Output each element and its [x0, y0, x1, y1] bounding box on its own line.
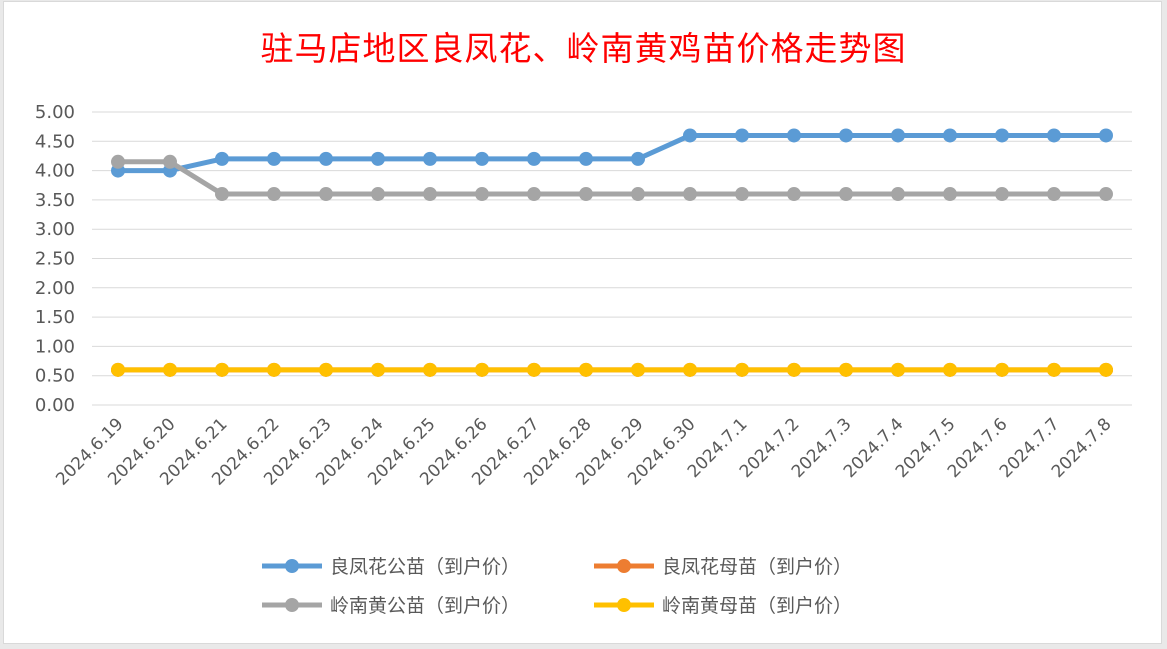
data-point [735, 362, 749, 377]
data-point [943, 128, 957, 143]
data-point [735, 128, 749, 143]
y-tick-label: 5.00 [35, 102, 75, 123]
data-point [111, 362, 125, 377]
legend-item: 岭南黄母苗（到户价） [594, 595, 852, 617]
data-point [839, 362, 853, 377]
data-point [995, 187, 1009, 202]
data-point [631, 151, 645, 166]
data-point [319, 187, 333, 202]
data-point [267, 362, 281, 377]
data-point [735, 187, 749, 202]
data-point [1047, 128, 1061, 143]
x-axis-ticks: 2024.6.192024.6.202024.6.212024.6.222024… [52, 414, 1115, 489]
legend-item: 良凤花母苗（到户价） [594, 556, 852, 578]
data-point [943, 362, 957, 377]
legend-swatch-marker [617, 598, 631, 612]
y-axis-ticks: 0.00 0.50 1.00 1.50 2.00 2.50 3.00 3.50 4.00 4.50… [35, 102, 75, 416]
data-point [215, 187, 229, 202]
data-point [995, 362, 1009, 377]
legend-item: 岭南黄公苗（到户价） [262, 595, 520, 617]
data-point [683, 187, 697, 202]
data-point [527, 151, 541, 166]
data-point [1099, 128, 1113, 143]
data-point [371, 362, 385, 377]
legend-swatch-marker [617, 559, 631, 573]
y-tick-label: 1.00 [35, 336, 75, 357]
data-point [1047, 362, 1061, 377]
y-tick-label: 3.00 [35, 219, 75, 240]
data-point [631, 187, 645, 202]
y-tick-label: 3.50 [35, 190, 75, 211]
data-point [475, 187, 489, 202]
y-tick-label: 4.50 [35, 131, 75, 152]
data-point [215, 362, 229, 377]
data-point [683, 128, 697, 143]
data-point [579, 151, 593, 166]
gridlines [92, 111, 1132, 406]
data-point [1047, 187, 1061, 202]
legend-label: 良凤花公苗（到户价） [330, 556, 520, 578]
data-point [891, 362, 905, 377]
series-4 [111, 362, 1113, 377]
data-point [1099, 362, 1113, 377]
data-point [839, 187, 853, 202]
data-point [579, 362, 593, 377]
data-point [631, 362, 645, 377]
series-line [118, 132, 1106, 174]
data-point [891, 128, 905, 143]
y-tick-label: 2.00 [35, 278, 75, 299]
data-point [163, 362, 177, 377]
data-point [371, 151, 385, 166]
legend-label: 岭南黄母苗（到户价） [662, 595, 852, 617]
data-point [891, 187, 905, 202]
data-point [527, 187, 541, 202]
data-point [839, 128, 853, 143]
chart-frame [3, 1, 1162, 644]
data-point [423, 151, 437, 166]
data-point [423, 187, 437, 202]
legend-item: 良凤花公苗（到户价） [262, 556, 520, 578]
chart-title: 驻马店地区良凤花、岭南黄鸡苗价格走势图 [260, 29, 907, 68]
data-point [1099, 187, 1113, 202]
data-point [787, 187, 801, 202]
data-point [475, 151, 489, 166]
y-tick-label: 0.50 [35, 366, 75, 387]
legend-swatch-marker [285, 559, 299, 573]
data-point [267, 187, 281, 202]
data-point [163, 154, 177, 169]
data-point [371, 187, 385, 202]
legend-label: 岭南黄公苗（到户价） [330, 595, 520, 617]
data-point [527, 362, 541, 377]
data-point [787, 128, 801, 143]
data-point [943, 187, 957, 202]
data-point [319, 362, 333, 377]
series-3 [111, 154, 1113, 202]
data-point [475, 362, 489, 377]
series-group [111, 128, 1113, 377]
series-line [118, 159, 1106, 197]
data-point [111, 154, 125, 169]
data-point [683, 362, 697, 377]
data-point [423, 362, 437, 377]
y-tick-label: 0.00 [35, 395, 75, 416]
data-point [215, 151, 229, 166]
data-point [319, 151, 333, 166]
data-point [267, 151, 281, 166]
legend: 良凤花公苗（到户价） 良凤花母苗（到户价） 岭南黄公苗（到户价） 岭南黄母苗（到户价） [262, 556, 852, 617]
y-tick-label: 4.00 [35, 161, 75, 182]
data-point [579, 187, 593, 202]
data-point [995, 128, 1009, 143]
data-point [787, 362, 801, 377]
y-tick-label: 2.50 [35, 249, 75, 270]
series-1 [111, 128, 1113, 178]
legend-label: 良凤花母苗（到户价） [662, 556, 852, 578]
legend-swatch-marker [285, 598, 299, 612]
y-tick-label: 1.50 [35, 307, 75, 328]
